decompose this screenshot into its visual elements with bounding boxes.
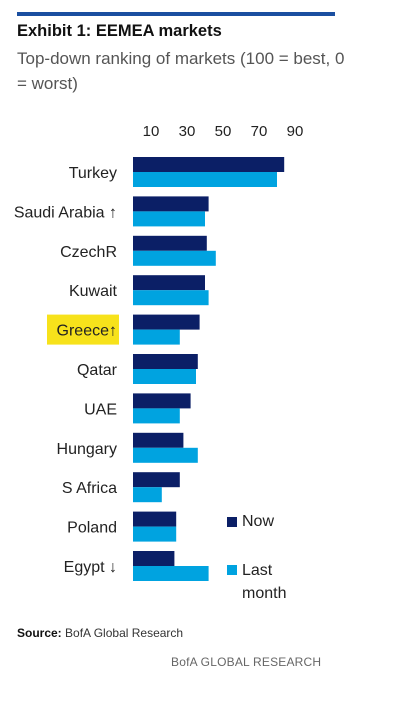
- bar-last-month: [133, 408, 180, 424]
- x-tick-label: 50: [215, 123, 232, 140]
- source-text: BofA Global Research: [65, 626, 184, 640]
- bar-now: [133, 196, 209, 212]
- highlight-box: [47, 314, 119, 345]
- x-tick-label: 30: [179, 123, 196, 140]
- category-label: Greece↑: [57, 323, 117, 340]
- category-label: Egypt ↓: [64, 559, 117, 576]
- bar-last-month: [133, 566, 209, 581]
- bar-chart: 10 30 50 70 90 Turkey Saudi Arabia ↑ CzechR Kuw…: [14, 123, 304, 602]
- header-rule: [17, 12, 335, 16]
- footer-brand: BofA GLOBAL RESEARCH: [171, 655, 322, 669]
- chart-subtitle: Top-down ranking of markets (100 = best,…: [17, 49, 345, 93]
- bar-now: [133, 511, 177, 527]
- legend-swatch-now: [227, 517, 237, 527]
- bar-last-month: [133, 487, 162, 503]
- bar-last-month: [133, 447, 198, 463]
- legend-label-last-month-line2: month: [242, 585, 286, 602]
- category-label: CzechR: [60, 244, 117, 261]
- bar-last-month: [133, 329, 180, 345]
- bar-now: [133, 235, 207, 251]
- source-label: Source:: [17, 626, 62, 640]
- category-label: UAE: [84, 401, 117, 418]
- bar-last-month: [133, 290, 209, 306]
- bar-last-month: [133, 211, 205, 227]
- bar-last-month: [133, 172, 277, 187]
- bar-last-month: [133, 526, 177, 542]
- x-tick-label: 90: [287, 123, 304, 140]
- category-label: Turkey: [69, 165, 117, 182]
- legend-label-now: Now: [242, 513, 274, 530]
- bar-now: [133, 275, 205, 291]
- bar-now: [133, 551, 175, 566]
- category-labels: Turkey Saudi Arabia ↑ CzechR Kuwait Greece↑ Q…: [14, 165, 118, 576]
- category-label: Poland: [67, 520, 117, 537]
- category-highlight: [47, 314, 119, 345]
- source-note: Source: BofA Global Research: [17, 626, 183, 640]
- bar-now: [133, 354, 198, 369]
- category-label: Qatar: [77, 362, 118, 379]
- bars: [133, 157, 285, 581]
- bar-now: [133, 393, 191, 409]
- legend-label-last-month-line1: Last: [242, 562, 273, 579]
- bar-now: [133, 432, 184, 448]
- category-label: Kuwait: [69, 283, 118, 300]
- x-axis-ticks: 10 30 50 70 90: [143, 123, 304, 140]
- bar-now: [133, 472, 180, 488]
- bar-now: [133, 314, 200, 330]
- legend: Now Last month: [227, 513, 286, 602]
- x-tick-label: 10: [143, 123, 160, 140]
- legend-swatch-last-month: [227, 565, 237, 575]
- chart-title: Exhibit 1: EEMEA markets: [17, 22, 222, 40]
- bar-last-month: [133, 369, 196, 384]
- category-label: S Africa: [62, 480, 117, 497]
- category-label: Hungary: [57, 441, 117, 458]
- bar-now: [133, 157, 285, 172]
- x-tick-label: 70: [251, 123, 268, 140]
- bar-last-month: [133, 250, 216, 266]
- category-label: Saudi Arabia ↑: [14, 204, 117, 221]
